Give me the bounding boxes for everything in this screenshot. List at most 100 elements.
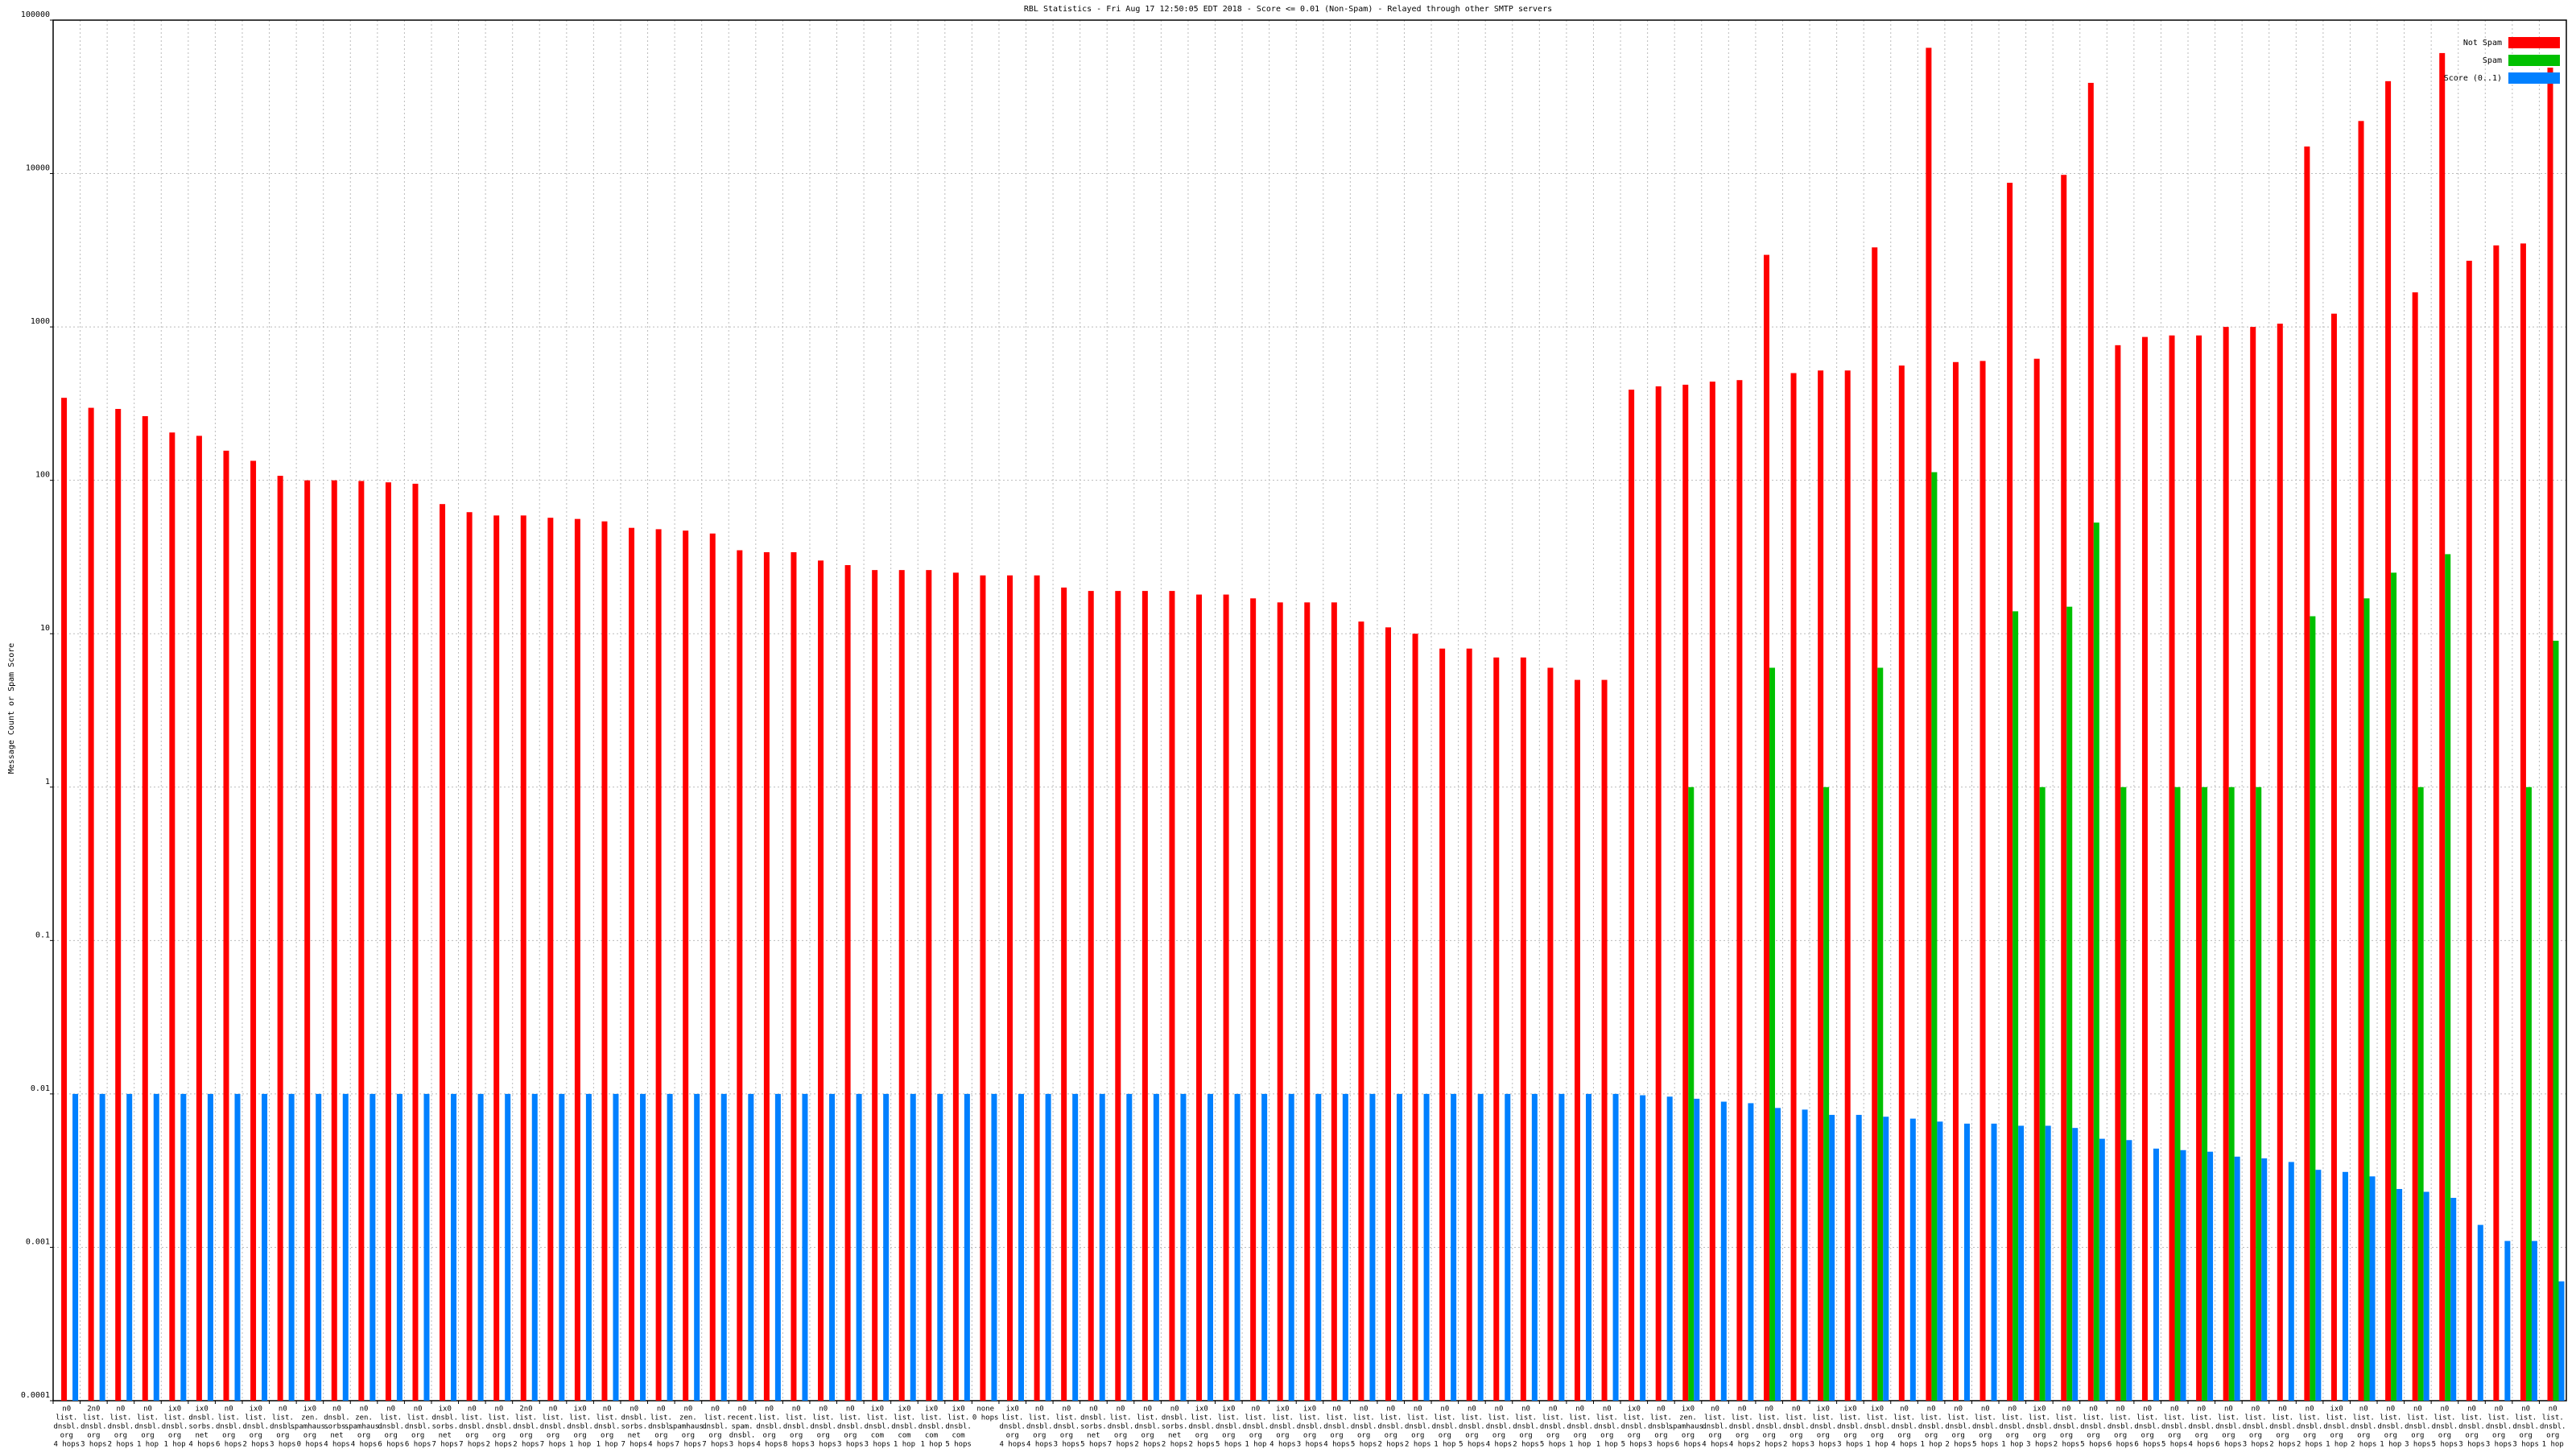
x-tick-label: list. [1975,1414,1996,1422]
x-tick-label: ix0 [1871,1406,1884,1414]
x-tick-label: list. [1407,1414,1429,1422]
bar [1991,1123,1997,1401]
bar [1466,648,1472,1401]
x-tick-label: dnsbl. [1269,1423,1296,1431]
x-tick-label: com [871,1432,884,1440]
x-tick-label: dnsbl. [945,1423,972,1431]
bar [1655,386,1662,1401]
x-tick-label: dnsbl. [1756,1423,1782,1431]
bar [2445,554,2451,1401]
x-tick-label: 2 hops [1188,1441,1215,1449]
bar [1034,575,1040,1401]
x-tick-label: 2 hops [2054,1441,2080,1449]
x-tick-label: org [1411,1432,1424,1440]
legend-label: Not Spam [2463,39,2502,47]
x-tick-label: list. [650,1414,672,1422]
x-tick-label: n0 [1711,1406,1719,1414]
bar [1666,1096,1673,1401]
bar [1547,667,1554,1401]
bar [559,1093,565,1401]
x-tick-label: list. [812,1414,834,1422]
x-tick-label: n0 [1792,1406,1801,1414]
x-tick-label: n0 [2089,1406,2098,1414]
x-tick-label: ix0 [1195,1406,1208,1414]
x-tick-label: 2 hops [1405,1441,1431,1449]
x-tick-label: list. [2542,1414,2564,1422]
x-tick-label: dnsbl. [2458,1423,2485,1431]
x-tick-label: n0 [386,1406,395,1414]
bar [2126,1140,2132,1401]
x-tick-label: org [1654,1432,1667,1440]
x-tick-label: n0 [1495,1406,1504,1414]
x-tick-label: 7 hops [540,1441,567,1449]
bar [1315,1093,1322,1401]
x-tick-label: dnsbl. [919,1423,945,1431]
x-tick-label: list. [1515,1414,1537,1422]
bar [952,572,959,1401]
x-tick-label: list. [2488,1414,2510,1422]
x-tick-label: 1 hop [569,1441,591,1449]
x-tick-label: org [1682,1432,1695,1440]
x-tick-label: list. [461,1414,483,1422]
x-tick-label: dnsbl. [1188,1423,1215,1431]
bar [1169,591,1175,1401]
x-tick-label: n0 [2008,1406,2017,1414]
bar [1088,591,1094,1401]
x-tick-label: n0 [1657,1406,1666,1414]
x-tick-label: org [2060,1432,2073,1440]
x-tick-label: 7 hops [702,1441,729,1449]
x-tick-label: dnsbl. [729,1432,756,1440]
x-tick-label: org [519,1432,532,1440]
bar [2061,175,2067,1401]
x-tick-label: org [1519,1432,1532,1440]
x-tick-label: dnsbl. [567,1423,593,1431]
x-tick-label: org [1843,1432,1856,1440]
bar [2250,327,2256,1402]
bar [1196,594,1203,1401]
x-tick-label: 5 hops [1080,1441,1107,1449]
x-tick-label: n0 [2467,1406,2476,1414]
bar [2202,786,2208,1401]
x-tick-label: dnsbl. [1459,1423,1485,1431]
x-tick-label: list. [407,1414,429,1422]
bar [2358,121,2364,1401]
bar [2013,611,2019,1401]
bar [574,518,580,1401]
x-tick-label: dnsbl. [1080,1414,1107,1422]
x-tick-label: dnsbl. [810,1423,836,1431]
x-tick-label: org [1006,1432,1019,1440]
x-tick-label: 1 hop [1245,1441,1266,1449]
x-tick-label: org [2411,1432,2424,1440]
x-tick-label: list. [164,1414,186,1422]
x-tick-label: list. [2190,1414,2212,1422]
x-tick-label: 1 hop [2326,1441,2347,1449]
x-tick-label: dnsbl. [2215,1423,2242,1431]
bar [196,436,202,1402]
x-tick-label: n0 [792,1406,801,1414]
bar [304,480,311,1401]
x-tick-label: n0 [494,1406,503,1414]
x-tick-label: n0 [2252,1406,2260,1414]
bar [585,1093,592,1401]
x-tick-label: 1 hop [920,1441,942,1449]
x-tick-label: list. [2272,1414,2293,1422]
bar [2417,786,2424,1401]
x-tick-label: dnsbl. [1216,1423,1242,1431]
bar [2369,1176,2376,1401]
x-tick-label: dnsbl. [134,1423,161,1431]
x-tick-label: dnsbl. [1432,1423,1459,1431]
bar [531,1093,538,1401]
x-tick-label: org [1303,1432,1316,1440]
x-tick-label: zen. [355,1414,373,1422]
x-tick-label: list. [245,1414,266,1422]
x-tick-label: n0 [1062,1406,1071,1414]
bar [1423,1093,1430,1401]
x-tick-label: list. [488,1414,510,1422]
x-tick-label: 5 hops [1459,1441,1485,1449]
x-tick-label: org [1628,1432,1641,1440]
x-tick-label: dnsbl. [1702,1423,1728,1431]
y-axis-label: Message Count or Spam Score [7,643,16,774]
x-tick-label: 6 hops [378,1441,404,1449]
bar [1331,602,1337,1401]
